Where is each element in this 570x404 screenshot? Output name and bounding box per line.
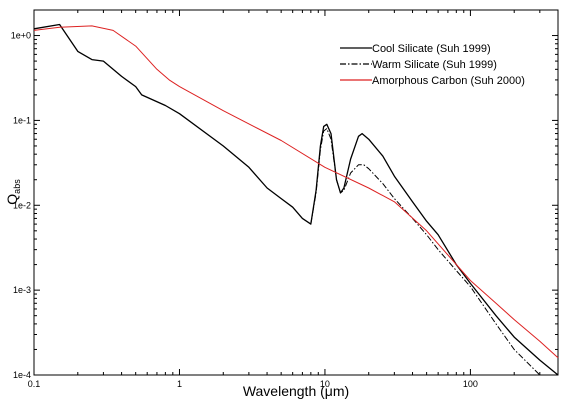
x-axis-ticks: 0.1 1 10 100 <box>28 10 559 389</box>
legend-label-0: Cool Silicate (Suh 1999) <box>372 43 491 55</box>
x-tick-label: 100 <box>463 379 478 389</box>
y-axis-label-sub: abs <box>12 179 22 194</box>
y-tick-label: 1e-4 <box>13 370 31 380</box>
x-tick-label: 0.1 <box>28 379 41 389</box>
y-axis-label-main: Q <box>4 194 20 205</box>
series-line-0 <box>33 23 559 376</box>
x-tick-label: 10 <box>320 379 330 389</box>
series-line-2 <box>33 25 559 359</box>
y-tick-label: 1e-3 <box>13 285 31 295</box>
x-axis-label: Wavelength (μm) <box>243 383 349 399</box>
x-tick-label: 1 <box>177 379 182 389</box>
series-line-1 <box>310 128 541 376</box>
legend: Cool Silicate (Suh 1999) Warm Silicate (S… <box>340 43 525 87</box>
series-layer <box>33 23 559 376</box>
y-axis-label: Qabs <box>4 179 22 205</box>
y-tick-label: 1e-2 <box>13 200 31 210</box>
y-tick-label: 1e-1 <box>13 115 31 125</box>
y-tick-label: 1e+0 <box>11 31 31 41</box>
legend-label-2: Amorphous Carbon (Suh 2000) <box>372 75 525 87</box>
y-axis-ticks: 1e+0 1e-1 1e-2 1e-3 1e-4 <box>11 9 558 380</box>
legend-label-1: Warm Silicate (Suh 1999) <box>372 59 497 71</box>
plot-frame <box>33 9 559 376</box>
